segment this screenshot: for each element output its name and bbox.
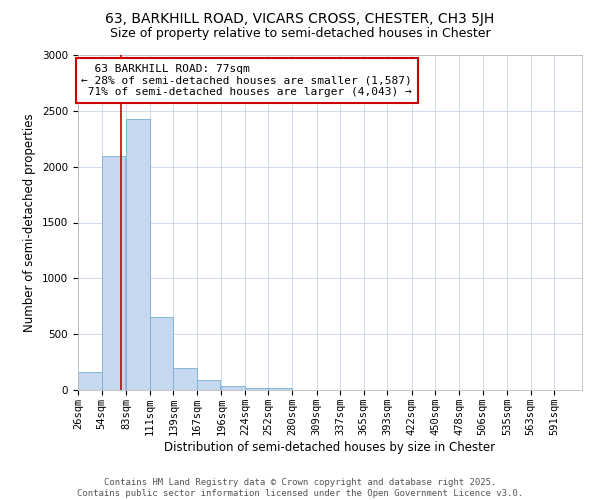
Bar bbox=[101, 156, 125, 390]
Text: Contains HM Land Registry data © Crown copyright and database right 2025.
Contai: Contains HM Land Registry data © Crown c… bbox=[77, 478, 523, 498]
Bar bbox=[197, 380, 220, 390]
Bar bbox=[268, 388, 292, 390]
X-axis label: Distribution of semi-detached houses by size in Chester: Distribution of semi-detached houses by … bbox=[164, 440, 496, 454]
Bar bbox=[126, 118, 149, 390]
Bar bbox=[221, 386, 245, 390]
Bar bbox=[149, 318, 173, 390]
Bar bbox=[245, 388, 268, 390]
Text: 63 BARKHILL ROAD: 77sqm
← 28% of semi-detached houses are smaller (1,587)
 71% o: 63 BARKHILL ROAD: 77sqm ← 28% of semi-de… bbox=[82, 64, 412, 97]
Bar bbox=[173, 368, 197, 390]
Y-axis label: Number of semi-detached properties: Number of semi-detached properties bbox=[23, 113, 37, 332]
Text: 63, BARKHILL ROAD, VICARS CROSS, CHESTER, CH3 5JH: 63, BARKHILL ROAD, VICARS CROSS, CHESTER… bbox=[106, 12, 494, 26]
Text: Size of property relative to semi-detached houses in Chester: Size of property relative to semi-detach… bbox=[110, 28, 490, 40]
Bar bbox=[78, 372, 101, 390]
